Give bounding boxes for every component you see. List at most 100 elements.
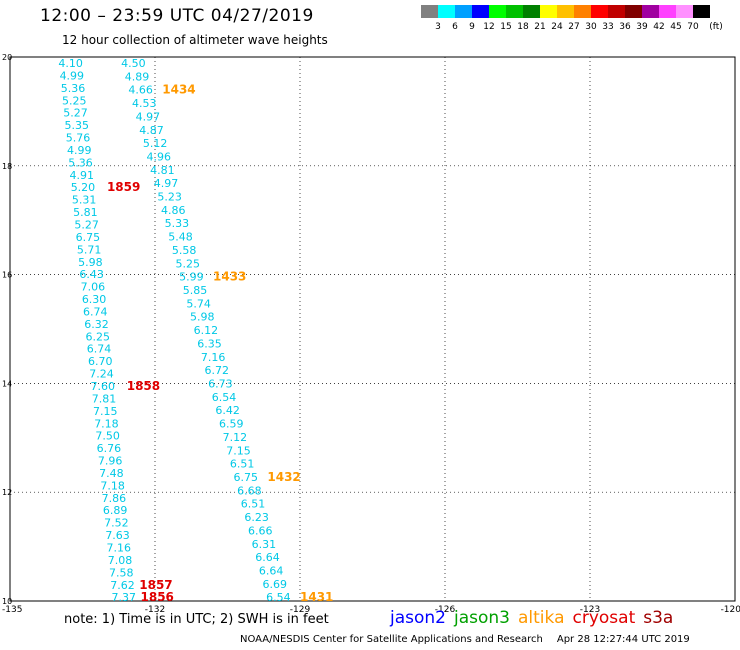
wave-height-value: 7.24 (89, 368, 114, 381)
pass-time-label: 1433 (213, 270, 246, 284)
x-tick-label: -123 (580, 605, 600, 615)
wave-height-value: 7.16 (201, 351, 226, 364)
wave-height-value: 5.31 (72, 194, 97, 207)
wave-height-value: 5.98 (190, 311, 215, 324)
wave-height-value: 5.23 (157, 191, 182, 204)
legend-tick-label: 27 (568, 22, 580, 32)
legend-swatch (642, 5, 659, 18)
satellite-legend: jason2 jason3 altika cryosat s3a (390, 608, 681, 628)
x-tick-label: -120 (721, 605, 740, 615)
wave-height-value: 4.91 (69, 169, 94, 182)
legend-tick-label: 21 (534, 22, 546, 32)
wave-height-value: 7.15 (93, 405, 118, 418)
wave-height-value: 4.96 (147, 150, 172, 163)
plot-frame (9, 56, 736, 602)
wave-height-value: 4.97 (136, 110, 161, 123)
satellite-s3a: s3a (643, 608, 674, 628)
pass-time-label: 1434 (162, 83, 195, 97)
y-tick-label: 10 (2, 597, 12, 606)
wave-height-value: 6.89 (103, 504, 128, 517)
wave-height-value: 7.86 (102, 492, 127, 505)
wave-height-value: 5.27 (74, 218, 99, 231)
wave-height-value: 7.12 (223, 431, 248, 444)
legend-tick-label: 9 (469, 22, 475, 32)
legend-tick-label: 3 (435, 22, 441, 32)
legend-swatch (591, 5, 608, 18)
wave-height-value: 6.64 (259, 564, 284, 577)
wave-height-value: 4.89 (125, 70, 149, 83)
wave-height-value: 6.31 (252, 538, 277, 551)
y-tick-label: 20 (2, 53, 12, 62)
footer-timestamp: Apr 28 12:27:44 UTC 2019 (556, 634, 690, 645)
pass-time-label: 1431 (300, 590, 333, 604)
wave-height-value: 5.74 (186, 297, 211, 310)
wave-height-value: 7.48 (99, 467, 124, 480)
wave-height-value: 4.50 (121, 57, 145, 70)
wave-height-value: 6.75 (76, 231, 101, 244)
wave-height-value: 4.10 (58, 57, 82, 70)
wave-height-value: 6.72 (205, 364, 230, 377)
wave-height-value: 5.98 (78, 256, 103, 269)
wave-height-value: 5.35 (65, 119, 90, 132)
wave-height-value: 6.51 (230, 458, 255, 471)
legend-swatch (506, 5, 523, 18)
chart-title: 12:00 – 23:59 UTC 04/27/2019 (40, 6, 314, 26)
wave-height-value: 5.85 (183, 284, 208, 297)
wave-height-value: 5.36 (68, 156, 93, 169)
wave-height-value: 6.59 (219, 418, 244, 431)
legend-tick-label: 33 (602, 22, 614, 32)
wave-height-value: 7.60 (90, 380, 115, 393)
wave-height-value: 6.74 (87, 343, 112, 356)
legend-tick-label: (ft) (709, 22, 723, 32)
legend-tick-label: 70 (687, 22, 699, 32)
wave-height-value: 4.99 (67, 144, 92, 157)
y-tick-label: 16 (2, 271, 12, 280)
wave-height-value: 4.81 (150, 164, 175, 177)
wave-height-value: 6.30 (82, 293, 107, 306)
wave-height-value: 5.12 (143, 137, 168, 150)
wave-height-value: 6.25 (86, 330, 111, 343)
legend-swatch (659, 5, 676, 18)
wave-height-value: 6.69 (263, 578, 288, 591)
wave-height-value: 4.86 (161, 204, 186, 217)
legend-tick-label: 12 (483, 22, 495, 32)
wave-height-value: 6.76 (97, 442, 122, 455)
wave-height-value: 6.66 (248, 524, 273, 537)
wave-height-value: 4.87 (139, 124, 164, 137)
chart-subtitle: 12 hour collection of altimeter wave hei… (62, 33, 328, 47)
legend-tick-label: 45 (670, 22, 682, 32)
legend-swatch (693, 5, 710, 18)
wave-height-value: 4.66 (128, 84, 153, 97)
wave-height-value: 5.25 (62, 94, 86, 107)
wave-height-value: 7.96 (98, 455, 123, 468)
legend-tick-label: 18 (517, 22, 529, 32)
legend-tick-label: 24 (551, 22, 563, 32)
legend-swatch (455, 5, 472, 18)
satellite-jason2: jason2 (390, 608, 446, 628)
y-tick-label: 12 (2, 488, 12, 497)
wave-height-value: 7.06 (81, 281, 106, 294)
wave-height-value: 6.70 (88, 355, 113, 368)
legend-tick-label: 36 (619, 22, 631, 32)
wave-height-value: 6.23 (244, 511, 269, 524)
wave-height-value: 5.99 (179, 271, 204, 284)
legend-swatch (608, 5, 625, 18)
wave-height-value: 7.52 (104, 517, 128, 530)
wave-height-value: 7.15 (226, 444, 251, 457)
pass-time-label: 1859 (107, 180, 140, 194)
wave-height-value: 7.08 (108, 554, 133, 567)
wave-height-value: 6.35 (197, 337, 222, 350)
units-note: note: 1) Time is in UTC; 2) SWH is in fe… (64, 612, 329, 627)
wave-height-value: 5.33 (165, 217, 190, 230)
pass-time-label: 1858 (127, 379, 160, 393)
legend-tick-label: 42 (653, 22, 665, 32)
wave-height-value: 5.71 (77, 243, 102, 256)
footer-credit: NOAA/NESDIS Center for Satellite Applica… (240, 634, 543, 645)
wave-height-value: 7.62 (110, 579, 135, 592)
wave-height-value: 6.42 (215, 404, 240, 417)
legend-swatch (625, 5, 642, 18)
wave-height-value: 5.25 (176, 257, 201, 270)
wave-height-value: 5.58 (172, 244, 197, 257)
wave-height-value: 7.58 (109, 566, 134, 579)
legend-swatch (421, 5, 438, 18)
